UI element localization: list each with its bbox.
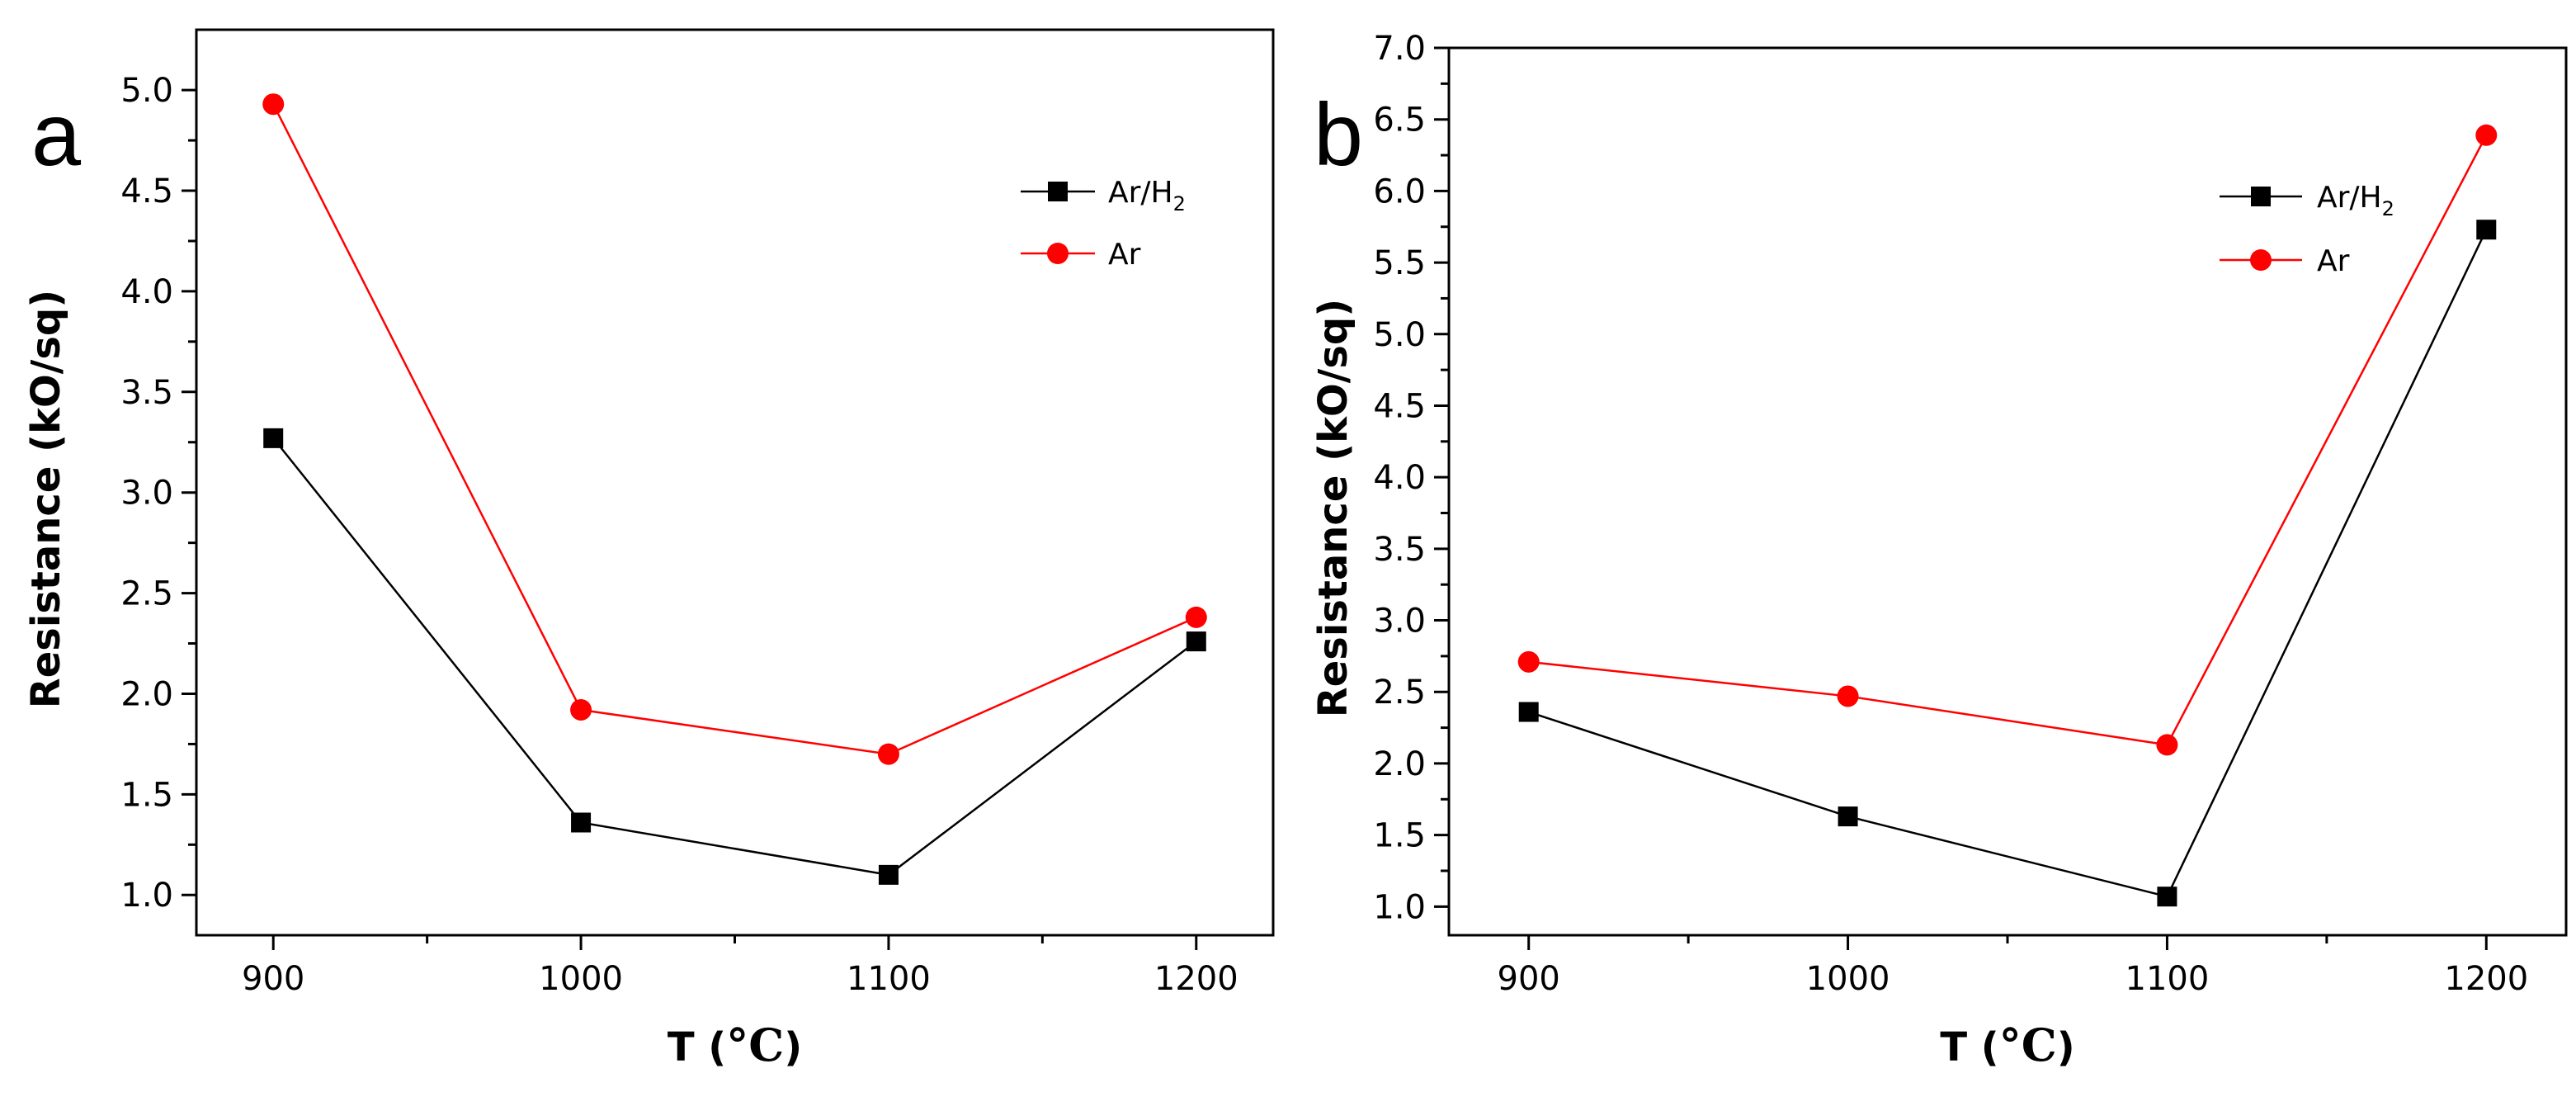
chart-b-panel-label: b (1314, 84, 1363, 184)
chart-a-point-ar-h2 (878, 864, 899, 885)
legend-marker-circle (1047, 243, 1069, 264)
chart-a-y-tick-label: 4.5 (120, 173, 173, 210)
chart-a-y-tick-label: 2.5 (120, 575, 173, 613)
legend-label: Ar (2317, 244, 2350, 278)
x-axis-title-part: ) (2057, 1024, 2075, 1071)
chart-b-y-tick-label: 1.5 (1373, 817, 1426, 855)
chart-b-x-axis-title: T (°C) (1940, 1019, 2074, 1071)
chart-a-y-tick-label: 4.0 (120, 273, 173, 311)
chart-b: 900 1000 1100 1200 1.0 1.5 2.0 2.5 3.0 3.5 4.0 4.5 5… (1310, 30, 2568, 1071)
legend-label: Ar/H2 (2317, 181, 2394, 220)
chart-a-point-ar (1185, 606, 1207, 628)
legend-marker-square (1048, 182, 1068, 201)
legend-marker-square (2251, 187, 2271, 206)
chart-a-y-tick-label: 1.5 (120, 776, 173, 814)
chart-a-y-tick-label: 3.0 (120, 475, 173, 513)
chart-b-y-tick-label: 3.5 (1373, 531, 1426, 569)
chart-a-legend: Ar/H2 Ar (1021, 176, 1186, 272)
chart-a-series-line-ar (272, 103, 1197, 755)
chart-b-point-ar (1517, 650, 1540, 673)
chart-a-point-ar (262, 93, 285, 116)
chart-b-legend: Ar/H2 Ar (2220, 181, 2394, 278)
legend-label-text: Ar/H (1108, 176, 1173, 210)
chart-a-plot-frame (195, 28, 1275, 937)
legend-label-text: Ar (1108, 238, 1141, 272)
chart-b-x-tick-label: 900 (1498, 960, 1560, 998)
chart-b-y-tick-label: 3.0 (1373, 603, 1426, 641)
chart-b-x-tick-label: 1100 (2125, 960, 2210, 998)
chart-a-x-tick-label: 1000 (539, 960, 623, 998)
chart-b-y-tick-label: 4.5 (1373, 387, 1426, 425)
x-axis-title-part: T ( (668, 1024, 726, 1071)
chart-a: 900 1000 1100 1200 1.0 1.5 2.0 2.5 3.0 3.5 4.0 4.5 5… (23, 28, 1275, 1071)
legend-label-text: Ar (2317, 244, 2350, 278)
chart-b-series-line-ar (1528, 135, 2488, 746)
chart-a-y-tick-label: 2.0 (120, 675, 173, 713)
chart-a-y-tick-label: 3.5 (120, 374, 173, 412)
x-axis-title-part: °C (726, 1019, 784, 1071)
chart-a-y-axis-title: Resistance (kO/sq) (23, 290, 69, 708)
chart-b-point-ar (1837, 685, 1859, 707)
chart-a-x-tick-label: 1200 (1154, 960, 1238, 998)
chart-b-y-tick-label: 5.0 (1373, 316, 1426, 354)
chart-a-x-tick-label: 1100 (847, 960, 931, 998)
chart-a-y-tick-label: 5.0 (120, 72, 173, 110)
chart-a-point-ar (877, 743, 899, 765)
legend-label-subscript: 2 (2382, 197, 2394, 220)
chart-a-x-tick-label: 900 (242, 960, 304, 998)
chart-b-x-tick-label: 1200 (2444, 960, 2528, 998)
chart-b-point-ar (2156, 734, 2178, 756)
chart-a-point-ar-h2 (571, 812, 592, 833)
chart-b-x-tick-label: 1000 (1806, 960, 1890, 998)
legend-label-text: Ar/H (2317, 181, 2382, 215)
chart-b-y-tick-label: 5.5 (1373, 244, 1426, 282)
chart-b-y-tick-label: 6.0 (1373, 173, 1426, 210)
chart-b-point-ar-h2 (1838, 806, 1858, 827)
chart-a-series-line-ar-h2 (272, 437, 1197, 877)
chart-b-plot-frame (1447, 46, 2568, 937)
chart-b-y-tick-label: 4.0 (1373, 459, 1426, 497)
chart-a-point-ar (570, 698, 592, 721)
chart-a-x-axis-title: T (°C) (668, 1019, 802, 1071)
chart-b-point-ar-h2 (2157, 887, 2177, 907)
chart-a-point-ar-h2 (1186, 631, 1206, 652)
legend-label-subscript: 2 (1173, 192, 1186, 215)
x-axis-title-part: °C (1999, 1019, 2057, 1071)
legend-marker-circle (2250, 249, 2272, 271)
chart-a-panel-label: a (31, 84, 82, 184)
legend-label: Ar (1108, 238, 1141, 272)
chart-a-point-ar-h2 (263, 428, 284, 448)
chart-b-y-tick-label: 2.0 (1373, 745, 1426, 783)
chart-b-y-tick-label: 1.0 (1373, 888, 1426, 926)
chart-b-y-tick-label: 7.0 (1373, 30, 1426, 68)
chart-b-point-ar-h2 (2476, 220, 2497, 240)
chart-b-y-axis-title: Resistance (kO/sq) (1310, 299, 1356, 717)
x-axis-title-part: ) (784, 1024, 802, 1071)
chart-b-y-tick-label: 2.5 (1373, 674, 1426, 712)
chart-b-y-tick-label: 6.5 (1373, 102, 1426, 139)
chart-b-point-ar (2475, 124, 2498, 146)
chart-a-y-tick-label: 1.0 (120, 877, 173, 915)
x-axis-title-part: T ( (1940, 1024, 1998, 1071)
legend-label: Ar/H2 (1108, 176, 1186, 215)
chart-b-series-line-ar-h2 (1528, 229, 2488, 898)
chart-b-point-ar-h2 (1518, 702, 1539, 722)
